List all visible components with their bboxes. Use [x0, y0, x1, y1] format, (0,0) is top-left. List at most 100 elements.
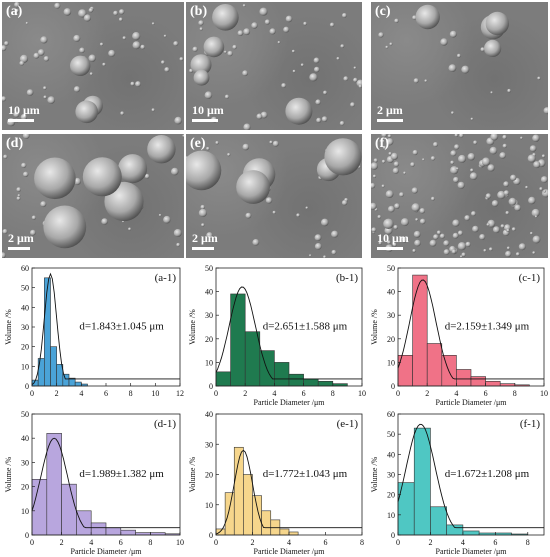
particle: [413, 230, 421, 238]
histogram-bar: [74, 381, 82, 387]
particle: [144, 173, 150, 179]
particle: [17, 194, 21, 197]
particle: [533, 161, 541, 169]
histogram-bar: [62, 373, 70, 387]
y-axis-label: Volume /%: [188, 456, 197, 492]
y-tick-label: 0: [25, 382, 29, 391]
particle: [269, 140, 273, 144]
particle: [203, 36, 225, 58]
particle: [102, 62, 106, 67]
scale-bar: [377, 119, 403, 122]
scale-bar-label: 10 μm: [377, 231, 409, 245]
histogram-bar: [46, 433, 62, 536]
particle: [70, 55, 91, 76]
particle: [88, 7, 94, 13]
sem-image-f: (f) 10 μm: [371, 134, 548, 258]
y-tick-label: 10: [21, 507, 29, 516]
particle: [296, 213, 300, 217]
particle: [489, 146, 498, 155]
particle: [73, 86, 81, 93]
particle: [252, 239, 260, 246]
x-tick-label: 6: [324, 538, 328, 547]
y-tick-label: 30: [205, 311, 213, 320]
histogram-bar: [456, 369, 472, 387]
y-tick-label: 30: [21, 458, 29, 467]
y-tick-label: 40: [21, 434, 29, 443]
particle: [341, 200, 348, 206]
x-tick-label: 2: [425, 389, 429, 398]
particle: [128, 227, 132, 231]
histogram-bar: [485, 380, 501, 387]
particle: [176, 242, 181, 247]
histogram-bar: [412, 274, 428, 387]
particle: [385, 45, 389, 49]
particle: [204, 91, 213, 99]
y-tick-label: 20: [21, 343, 29, 352]
y-axis-label: Volume /%: [370, 309, 379, 345]
particle: [37, 49, 45, 56]
particle: [448, 64, 457, 72]
particle: [461, 252, 466, 257]
histogram-c-1: 0 2 4 6 8 10 0 10 20 30 40 50 Volume /% Particle Diam…: [370, 264, 548, 407]
mean-diameter-label: d=1.843±1.045 μm: [79, 320, 164, 332]
particle: [454, 134, 458, 137]
particle: [232, 44, 237, 50]
x-axis-label: Particle Diameter /μm: [436, 398, 508, 407]
particle: [389, 42, 393, 46]
particle: [413, 78, 419, 84]
particle: [433, 142, 438, 147]
particle: [82, 157, 122, 197]
particle: [15, 9, 19, 13]
scale-bar: [377, 247, 403, 250]
particle: [502, 134, 507, 140]
particle: [198, 20, 204, 26]
particle: [353, 66, 357, 70]
histogram-bar: [243, 474, 253, 536]
x-tick-label: 2: [428, 538, 432, 547]
particle: [497, 190, 506, 200]
x-tick-label: 0: [396, 538, 400, 547]
particle: [377, 215, 382, 219]
particle: [386, 138, 394, 146]
scale-bar: [8, 247, 30, 250]
particle: [305, 206, 309, 210]
x-tick-label: 0: [30, 538, 34, 547]
particle: [163, 34, 167, 38]
particle: [452, 232, 459, 239]
particle: [340, 44, 345, 48]
y-tick-label: 10: [205, 501, 213, 510]
particle: [329, 22, 335, 27]
x-tick-label: 4: [454, 389, 458, 398]
particle: [506, 246, 510, 250]
histogram-bar: [274, 362, 290, 387]
histogram-bar: [105, 527, 122, 536]
particle: [503, 181, 509, 187]
y-tick-label: 10: [205, 358, 213, 367]
y-tick-label: 20: [387, 335, 395, 344]
histogram-bar: [252, 495, 262, 536]
y-tick-label: 30: [387, 311, 395, 320]
particle: [22, 134, 30, 139]
x-tick-label: 0: [30, 389, 34, 398]
particle: [489, 247, 493, 251]
particle: [424, 79, 428, 83]
sem-image-b: (b) 10 μm: [186, 2, 362, 130]
particle: [505, 250, 512, 258]
particle: [25, 21, 29, 25]
y-tick-label: 40: [387, 450, 395, 459]
particle: [215, 141, 219, 145]
particle: [518, 243, 526, 251]
particle: [2, 252, 6, 258]
x-tick-label: 0: [396, 389, 400, 398]
particle: [242, 4, 246, 7]
scale-bar-label: 2 μm: [192, 231, 218, 245]
particle: [393, 225, 398, 230]
scale-bar-label: 2 μm: [8, 231, 34, 245]
particle: [412, 15, 417, 20]
particle: [436, 230, 441, 235]
particle: [336, 57, 340, 60]
particle: [206, 232, 213, 239]
particle: [506, 228, 510, 232]
particle: [3, 154, 8, 159]
scale-bar: [192, 247, 214, 250]
